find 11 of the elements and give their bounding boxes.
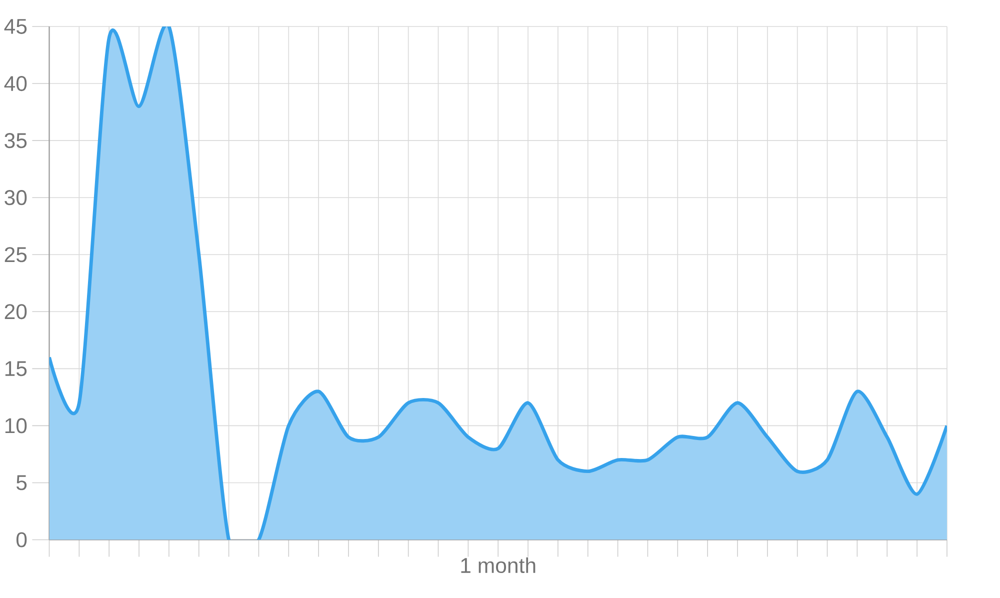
y-tick-label: 15 (5, 361, 27, 376)
y-tick-label: 35 (4, 132, 27, 148)
y-tick-label: 5 (16, 475, 27, 490)
y-tick-label: 10 (5, 418, 27, 434)
x-axis-title: 1 month (461, 557, 536, 573)
y-tick-label: 45 (4, 18, 27, 34)
y-tick-label: 0 (16, 532, 27, 548)
y-tick-label: 25 (4, 246, 27, 262)
y-tick-label: 20 (4, 304, 27, 319)
y-tick-label: 30 (4, 190, 27, 205)
y-tick-label: 40 (4, 76, 27, 91)
